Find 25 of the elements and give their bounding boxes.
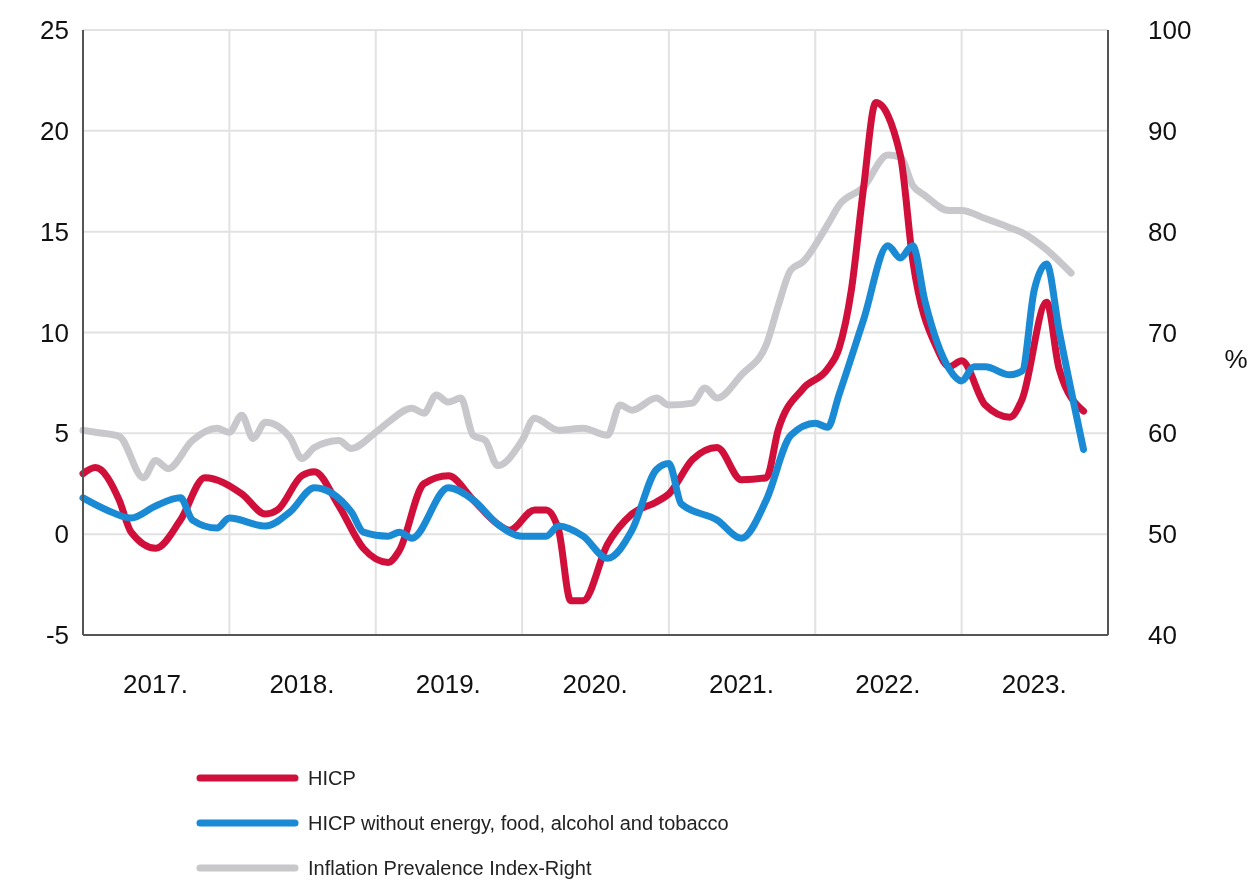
- y-tick-label: 5: [54, 418, 69, 449]
- y-tick-label: -5: [45, 620, 69, 651]
- y2-tick-label: 40: [1148, 620, 1177, 651]
- y-tick-label: 0: [54, 519, 69, 550]
- legend-label: Inflation Prevalence Index-Right: [308, 857, 592, 879]
- y-tick-label: 20: [40, 115, 69, 146]
- x-tick-label: 2022.: [855, 669, 921, 699]
- x-tick-label: 2019.: [415, 669, 481, 699]
- y2-tick-label: 80: [1148, 216, 1177, 247]
- y2-tick-label: 90: [1148, 115, 1177, 146]
- legend-label: HICP without energy, food, alcohol and tobacco: [308, 812, 729, 834]
- y-tick-label: 15: [40, 216, 69, 247]
- y2-tick-label: 100: [1148, 15, 1192, 46]
- y2-tick-label: 70: [1148, 317, 1177, 348]
- x-tick-label: 2020.: [562, 669, 628, 699]
- y2-tick-label: 50: [1148, 519, 1177, 550]
- y2-axis-title: %: [1224, 343, 1248, 374]
- y-tick-label: 25: [40, 15, 69, 46]
- y2-tick-label: 60: [1148, 418, 1177, 449]
- x-tick-label: 2018.: [269, 669, 335, 699]
- y-tick-label: 10: [40, 317, 69, 348]
- x-tick-label: 2017.: [123, 669, 189, 699]
- legend-label: HICP: [308, 767, 356, 789]
- x-tick-label: 2021.: [708, 669, 775, 699]
- x-tick-label: 2023.: [1001, 669, 1067, 699]
